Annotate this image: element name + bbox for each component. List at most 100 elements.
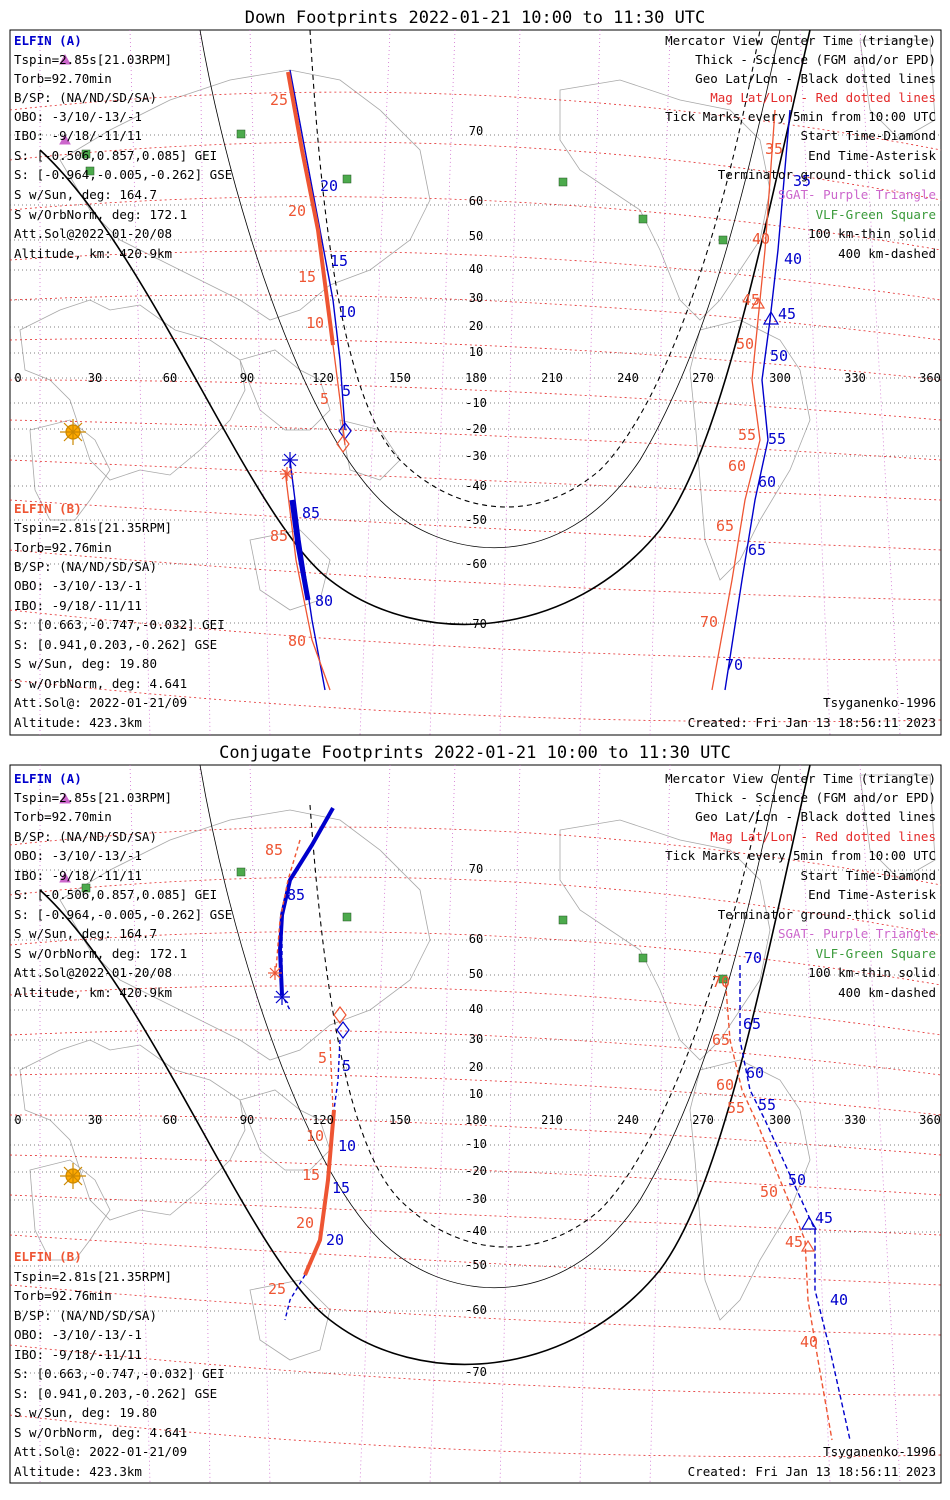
svg-text:30: 30	[88, 1113, 102, 1127]
svg-text:S: [0.663,-0.747,-0.032] GEI: S: [0.663,-0.747,-0.032] GEI	[14, 617, 225, 632]
svg-text:Torb=92.70min: Torb=92.70min	[14, 809, 112, 824]
svg-text:10: 10	[469, 345, 483, 359]
svg-text:55: 55	[758, 1096, 776, 1114]
svg-text:10: 10	[338, 303, 356, 321]
svg-text:Torb=92.76min: Torb=92.76min	[14, 540, 112, 555]
svg-text:60: 60	[469, 194, 483, 208]
svg-text:Terminator ground-thick solid: Terminator ground-thick solid	[718, 167, 936, 182]
svg-text:100 km-thin solid: 100 km-thin solid	[808, 965, 936, 980]
vlf-square	[236, 867, 246, 877]
svg-text:10: 10	[338, 1137, 356, 1155]
svg-text:S: [0.941,0.203,-0.262] GSE: S: [0.941,0.203,-0.262] GSE	[14, 637, 217, 652]
svg-text:120: 120	[312, 371, 334, 385]
model-label: Tsyganenko-1996	[823, 695, 936, 710]
svg-text:Mercator View Center Time (tri: Mercator View Center Time (triangle)	[665, 33, 936, 48]
vlf-square	[342, 912, 352, 922]
svg-text:60: 60	[163, 1113, 177, 1127]
track-a-west	[284, 69, 346, 691]
svg-text:Torb=92.70min: Torb=92.70min	[14, 71, 112, 86]
vlf-square	[236, 129, 246, 139]
vlf-square	[638, 214, 648, 224]
svg-text:Mercator View Center Time (tri: Mercator View Center Time (triangle)	[665, 771, 936, 786]
svg-text:Mag Lat/Lon - Red dotted lines: Mag Lat/Lon - Red dotted lines	[710, 829, 936, 844]
svg-text:OBO: -3/10/-13/-1: OBO: -3/10/-13/-1	[14, 578, 142, 593]
svg-text:Altitude: 423.3km: Altitude: 423.3km	[14, 715, 142, 730]
svg-text:270: 270	[692, 371, 714, 385]
svg-text:40: 40	[752, 230, 770, 248]
down-footprints-panel: Down Footprints 2022-01-21 10:00 to 11:3…	[9, 8, 942, 736]
svg-text:40: 40	[800, 1333, 818, 1351]
track-east	[711, 109, 791, 691]
svg-text:20: 20	[469, 319, 483, 333]
svg-text:50: 50	[736, 335, 754, 353]
svg-text:70: 70	[700, 613, 718, 631]
start-diamond	[336, 435, 350, 453]
vlf-square	[718, 235, 728, 245]
end-asterisk	[280, 467, 294, 481]
svg-text:25: 25	[268, 1280, 286, 1298]
lon-labels: 0 30 60 90 120 150 180 210 240 270 300 330 360	[14, 371, 940, 385]
svg-text:15: 15	[302, 1166, 320, 1184]
svg-text:15: 15	[332, 1179, 350, 1197]
svg-text:400 km-dashed: 400 km-dashed	[838, 985, 936, 1000]
svg-text:15: 15	[330, 252, 348, 270]
svg-text:ELFIN (B): ELFIN (B)	[14, 501, 82, 516]
svg-text:45: 45	[785, 1233, 803, 1251]
svg-text:B/SP: (NA/ND/SD/SA): B/SP: (NA/ND/SD/SA)	[14, 90, 157, 105]
svg-text:85: 85	[287, 886, 305, 904]
svg-text:50: 50	[788, 1171, 806, 1189]
svg-text:45: 45	[742, 291, 760, 309]
svg-text:25: 25	[270, 91, 288, 109]
svg-text:240: 240	[617, 1113, 639, 1127]
svg-text:Att.Sol@2022-01-20/08: Att.Sol@2022-01-20/08	[14, 965, 172, 980]
vlf-square	[558, 915, 568, 925]
svg-text:Tspin=2.81s[21.35RPM]: Tspin=2.81s[21.35RPM]	[14, 520, 172, 535]
svg-text:65: 65	[712, 1031, 730, 1049]
svg-text:20: 20	[326, 1231, 344, 1249]
svg-text:Tspin=2.85s[21.03RPM]: Tspin=2.85s[21.03RPM]	[14, 52, 172, 67]
panel-title: Down Footprints 2022-01-21 10:00 to 11:3…	[245, 8, 706, 28]
svg-text:IBO: -9/18/-11/11: IBO: -9/18/-11/11	[14, 128, 142, 143]
svg-text:35: 35	[765, 140, 783, 158]
panel-title: Conjugate Footprints 2022-01-21 10:00 to…	[219, 743, 731, 763]
svg-text:Start Time-Diamond: Start Time-Diamond	[801, 868, 936, 883]
svg-text:270: 270	[692, 1113, 714, 1127]
svg-text:70: 70	[712, 973, 730, 991]
svg-text:-20: -20	[465, 422, 487, 436]
svg-text:Mag Lat/Lon - Red dotted lines: Mag Lat/Lon - Red dotted lines	[710, 90, 936, 105]
svg-text:-40: -40	[465, 1224, 487, 1238]
sgat-triangle	[59, 792, 71, 804]
svg-text:50: 50	[770, 347, 788, 365]
svg-text:Tick Marks every 5min from 10:: Tick Marks every 5min from 10:00 UTC	[665, 848, 936, 863]
svg-text:Thick - Science (FGM and/or EP: Thick - Science (FGM and/or EPD)	[695, 790, 936, 805]
svg-text:85: 85	[265, 841, 283, 859]
svg-text:20: 20	[469, 1060, 483, 1074]
svg-text:300: 300	[769, 371, 791, 385]
svg-text:-60: -60	[465, 1303, 487, 1317]
svg-text:Att.Sol@: 2022-01-21/09: Att.Sol@: 2022-01-21/09	[14, 1444, 187, 1459]
svg-text:150: 150	[389, 371, 411, 385]
lat-labels: 70 60 50 40 30 20 10 -10 -20 -30 -40 -50 -60 -7…	[465, 862, 487, 1379]
end-asterisk	[268, 966, 282, 980]
mag-lon-grid	[39, 30, 901, 735]
svg-text:S w/OrbNorm, deg: 172.1: S w/OrbNorm, deg: 172.1	[14, 207, 187, 222]
svg-text:Geo Lat/Lon - Black dotted lin: Geo Lat/Lon - Black dotted lines	[695, 809, 936, 824]
svg-text:85: 85	[270, 527, 288, 545]
track-conj-east	[724, 965, 851, 1441]
svg-text:70: 70	[469, 862, 483, 876]
svg-text:300: 300	[769, 1113, 791, 1127]
svg-text:210: 210	[541, 371, 563, 385]
svg-text:S: [-0.964,-0.005,-0.262] GSE: S: [-0.964,-0.005,-0.262] GSE	[14, 907, 232, 922]
elfin-b-info: ELFIN (B) Tspin=2.81s[21.35RPM] Torb=92.…	[14, 501, 225, 730]
svg-text:Tspin=2.81s[21.35RPM]: Tspin=2.81s[21.35RPM]	[14, 1269, 172, 1284]
svg-text:S w/Sun, deg: 164.7: S w/Sun, deg: 164.7	[14, 187, 157, 202]
sun-icon	[60, 419, 86, 445]
sgat-triangle	[59, 871, 71, 883]
svg-text:B/SP: (NA/ND/SD/SA): B/SP: (NA/ND/SD/SA)	[14, 829, 157, 844]
map-frame	[9, 764, 942, 1484]
terminator	[39, 30, 811, 626]
end-asterisk	[282, 452, 298, 468]
svg-text:360: 360	[919, 1113, 941, 1127]
svg-text:ELFIN (A): ELFIN (A)	[14, 33, 82, 48]
svg-text:-50: -50	[465, 513, 487, 527]
